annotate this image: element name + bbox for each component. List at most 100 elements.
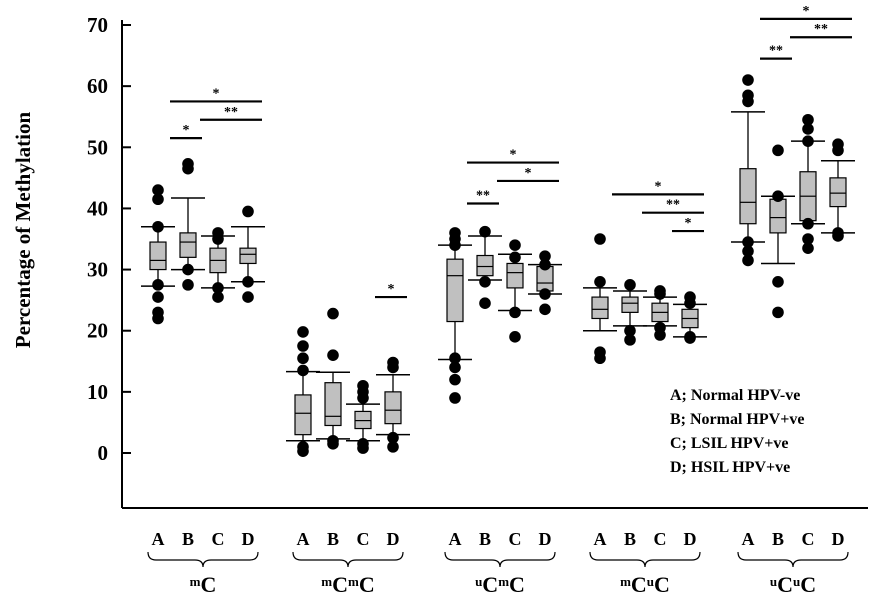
box-iqr bbox=[446, 258, 464, 323]
box-4-B bbox=[761, 144, 795, 319]
outlier-point bbox=[152, 184, 164, 196]
y-tick-label: 60 bbox=[87, 74, 108, 98]
category-letter: C bbox=[212, 529, 225, 549]
box-iqr bbox=[476, 254, 494, 277]
group-label: uCuC bbox=[770, 572, 816, 597]
outlier-point bbox=[654, 321, 666, 334]
outlier-point bbox=[387, 441, 399, 453]
legend-item-B: B; Normal HPV+ve bbox=[670, 411, 804, 428]
box-iqr bbox=[769, 198, 787, 234]
outlier-point bbox=[242, 291, 254, 303]
axes: 0 10 20 30 40 50 60 70 bbox=[87, 13, 868, 509]
legend-item-C: C; LSIL HPV+ve bbox=[670, 435, 788, 452]
outlier-point bbox=[509, 251, 521, 264]
significance-label: * bbox=[525, 166, 532, 181]
box-1-C bbox=[346, 379, 380, 454]
category-letter: A bbox=[152, 529, 165, 549]
box-1-D bbox=[376, 356, 410, 453]
group-brace bbox=[737, 551, 849, 568]
box-0-C bbox=[201, 227, 235, 303]
outlier-point bbox=[772, 306, 784, 319]
box-3-B bbox=[613, 279, 647, 346]
outlier-point bbox=[742, 74, 754, 86]
outlier-point bbox=[539, 288, 551, 300]
legend-item-A: A; Normal HPV-ve bbox=[670, 387, 800, 404]
outlier-point bbox=[152, 193, 164, 206]
outlier-point bbox=[449, 373, 461, 386]
outlier-point bbox=[772, 144, 784, 157]
y-tick-label: 70 bbox=[87, 13, 108, 37]
legend: A; Normal HPV-ve B; Normal HPV+ve C; LSIL … bbox=[670, 387, 804, 476]
y-tick-label: 30 bbox=[87, 258, 108, 282]
category-letter: D bbox=[539, 529, 552, 549]
outlier-point bbox=[654, 285, 666, 297]
group-label-base: C bbox=[332, 572, 348, 597]
outlier-point bbox=[772, 190, 784, 202]
group-label-superscript: m bbox=[620, 574, 631, 589]
group-brace bbox=[589, 551, 701, 568]
outlier-point bbox=[772, 276, 784, 288]
box-4-D bbox=[821, 138, 855, 242]
significance-label: * bbox=[685, 216, 692, 231]
outlier-point bbox=[539, 258, 551, 271]
significance-label: * bbox=[803, 4, 810, 19]
box-2-C bbox=[498, 239, 532, 343]
significance-label: ** bbox=[769, 44, 783, 59]
category-letter: B bbox=[479, 529, 491, 549]
box-0-B bbox=[171, 157, 205, 291]
category-letter: B bbox=[182, 529, 194, 549]
category-letter: B bbox=[624, 529, 636, 549]
outlier-point bbox=[742, 89, 754, 102]
outlier-point bbox=[509, 306, 521, 319]
box-iqr bbox=[324, 382, 342, 427]
outlier-point bbox=[802, 233, 814, 245]
group-label-superscript: m bbox=[190, 574, 201, 589]
group-label-base: C bbox=[631, 572, 647, 597]
outlier-point bbox=[802, 217, 814, 230]
box-2-A bbox=[438, 227, 472, 404]
outlier-point bbox=[357, 438, 369, 450]
category-letter: A bbox=[742, 529, 755, 549]
outlier-point bbox=[297, 326, 309, 338]
outlier-point bbox=[182, 263, 194, 276]
group-label-superscript: m bbox=[498, 574, 509, 589]
group-label: mCuC bbox=[620, 572, 670, 597]
outlier-point bbox=[594, 276, 606, 288]
legend-item-D: D; HSIL HPV+ve bbox=[670, 459, 790, 476]
box-3-C bbox=[643, 285, 677, 341]
category-letter: A bbox=[594, 529, 607, 549]
outlier-point bbox=[802, 123, 814, 135]
y-tick-label: 20 bbox=[87, 319, 108, 343]
box-iqr bbox=[829, 177, 847, 208]
outlier-point bbox=[327, 349, 339, 361]
outlier-point bbox=[449, 392, 461, 404]
box-iqr bbox=[591, 296, 609, 320]
outlier-point bbox=[742, 254, 754, 267]
outlier-point bbox=[684, 331, 696, 343]
box-2-D bbox=[528, 250, 562, 316]
category-letter: D bbox=[684, 529, 697, 549]
box-1-B bbox=[316, 307, 350, 450]
outlier-point bbox=[297, 340, 309, 352]
group-label-superscript: u bbox=[793, 574, 800, 589]
outlier-point bbox=[742, 236, 754, 248]
outlier-point bbox=[182, 157, 194, 170]
outlier-point bbox=[152, 279, 164, 291]
category-letter: A bbox=[449, 529, 462, 549]
group-label-base: C bbox=[777, 572, 793, 597]
outlier-point bbox=[212, 291, 224, 303]
significance-label: ** bbox=[666, 198, 680, 213]
box-2-B bbox=[468, 225, 502, 310]
outlier-point bbox=[242, 205, 254, 218]
significance-label: * bbox=[213, 86, 220, 101]
outlier-point bbox=[449, 361, 461, 374]
box-4-A bbox=[731, 74, 765, 267]
outlier-point bbox=[802, 113, 814, 126]
box-iqr bbox=[179, 232, 197, 258]
category-letter: D bbox=[387, 529, 400, 549]
outlier-point bbox=[479, 297, 491, 310]
category-letter: B bbox=[327, 529, 339, 549]
significance-bars: ****************** bbox=[170, 4, 852, 299]
